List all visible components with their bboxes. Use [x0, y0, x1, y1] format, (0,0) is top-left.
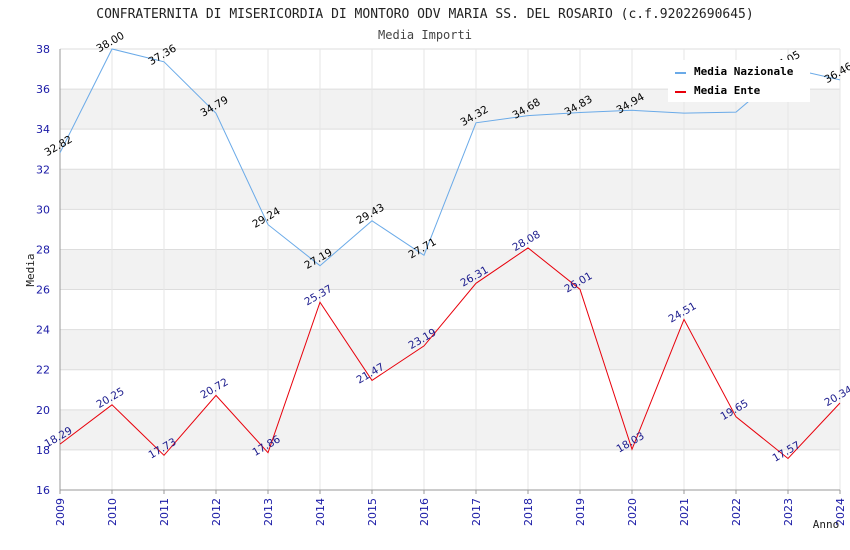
y-tick-label: 32	[36, 163, 50, 176]
x-tick-label: 2019	[574, 498, 587, 526]
x-tick-label: 2023	[782, 498, 795, 526]
x-tick-label: 2014	[314, 498, 327, 526]
data-label-media-ente: 20.25	[94, 385, 126, 410]
series-line-media-nazionale	[59, 48, 841, 267]
grid-band	[60, 329, 840, 370]
grid-bands	[60, 89, 840, 450]
grid-band	[60, 409, 840, 450]
y-axis-label: Media	[24, 253, 37, 286]
grid-lines	[59, 48, 841, 491]
legend-label-media-ente: Media Ente	[694, 84, 761, 97]
y-tick-labels: 16 18 20 22 24 26 28 30 32 34 36 38	[36, 43, 50, 497]
chart-title: CONFRATERNITA DI MISERICORDIA DI MONTORO…	[96, 7, 753, 22]
x-tick-label: 2009	[54, 498, 67, 526]
data-label-media-ente: 24.51	[666, 300, 698, 325]
x-tick-label: 2018	[522, 498, 535, 526]
y-tick-label: 36	[36, 83, 50, 96]
grid-band	[60, 249, 840, 290]
chart-subtitle: Media Importi	[378, 28, 472, 42]
y-tick-label: 20	[36, 404, 50, 417]
legend-box	[668, 60, 810, 102]
x-tick-label: 2012	[210, 498, 223, 526]
y-tick-label: 16	[36, 484, 50, 497]
data-label-media-nazionale: 36.46	[822, 60, 850, 86]
y-tick-label: 28	[36, 243, 50, 256]
y-tick-label: 26	[36, 284, 50, 297]
x-tick-label: 2024	[834, 498, 847, 526]
legend: Media Nazionale Media Ente	[668, 60, 810, 102]
data-label-media-nazionale: 32.82	[42, 134, 74, 159]
series-line-media-ente	[59, 247, 841, 460]
data-label-media-ente: 20.34	[822, 384, 850, 410]
y-tick-label: 22	[36, 364, 50, 377]
legend-label-media-nazionale: Media Nazionale	[694, 65, 794, 78]
y-tick-label: 34	[36, 123, 50, 136]
series-lines	[59, 48, 841, 460]
x-tick-label: 2016	[418, 498, 431, 526]
x-tick-labels: 2009 2010 2011 2012 2013 2014 2015 2016 2017 2018…	[54, 498, 847, 526]
y-tick-label: 18	[36, 444, 50, 457]
y-tick-label: 38	[36, 43, 50, 56]
x-tick-label: 2010	[106, 498, 119, 526]
data-label-media-nazionale: 37.36	[146, 42, 178, 68]
x-tick-label: 2013	[262, 498, 275, 526]
axes	[59, 49, 841, 494]
x-tick-label: 2020	[626, 498, 639, 526]
x-tick-label: 2017	[470, 498, 483, 526]
x-tick-label: 2011	[158, 498, 171, 526]
x-axis-label: Anno	[813, 518, 840, 531]
y-tick-label: 24	[36, 324, 50, 337]
x-tick-label: 2015	[366, 498, 379, 526]
y-tick-label: 30	[36, 203, 50, 216]
x-tick-label: 2021	[678, 498, 691, 526]
x-tick-label: 2022	[730, 498, 743, 526]
